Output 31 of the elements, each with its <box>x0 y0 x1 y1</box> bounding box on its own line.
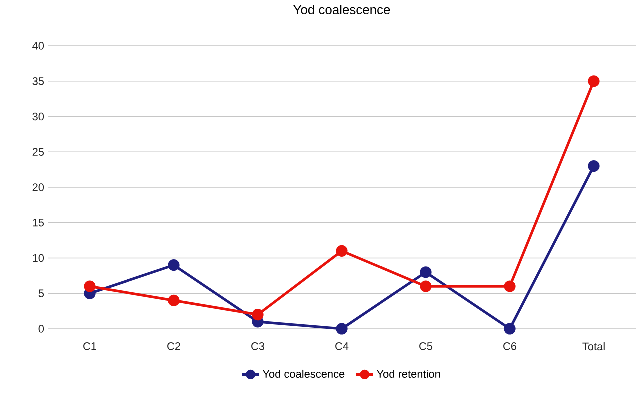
point <box>336 245 348 257</box>
y-tick-label: 15 <box>33 219 44 227</box>
point <box>504 280 516 292</box>
x-tick-label: C5 <box>420 342 433 350</box>
x-tick-label: C1 <box>84 342 96 350</box>
y-tick-label: 5 <box>38 290 44 298</box>
point <box>420 280 432 292</box>
point <box>168 260 180 272</box>
y-tick-label: 35 <box>32 78 44 86</box>
point <box>252 309 264 321</box>
y-tick-label: 20 <box>32 184 44 192</box>
point <box>588 160 600 172</box>
legend-label: Yod coalescence <box>262 370 345 378</box>
x-tick-label: C4 <box>336 342 349 350</box>
y-tick-label: 40 <box>32 42 44 50</box>
x-tick-label: C3 <box>252 342 265 350</box>
point <box>168 294 180 306</box>
y-tick-label: 30 <box>32 112 44 121</box>
chart-title: Yod coalescence <box>294 4 390 14</box>
point <box>84 280 96 292</box>
y-tick-label: 10 <box>33 254 44 262</box>
y-tick-label: 0 <box>38 325 44 333</box>
x-tick-label: C2 <box>168 342 180 350</box>
legend-label: Yod retention <box>376 370 440 378</box>
y-tick-label: 25 <box>32 148 44 156</box>
point <box>504 323 516 335</box>
x-tick-label: Total <box>582 342 605 351</box>
point <box>588 76 600 88</box>
point <box>336 323 348 335</box>
point <box>420 266 432 278</box>
x-tick-label: C6 <box>504 342 517 350</box>
